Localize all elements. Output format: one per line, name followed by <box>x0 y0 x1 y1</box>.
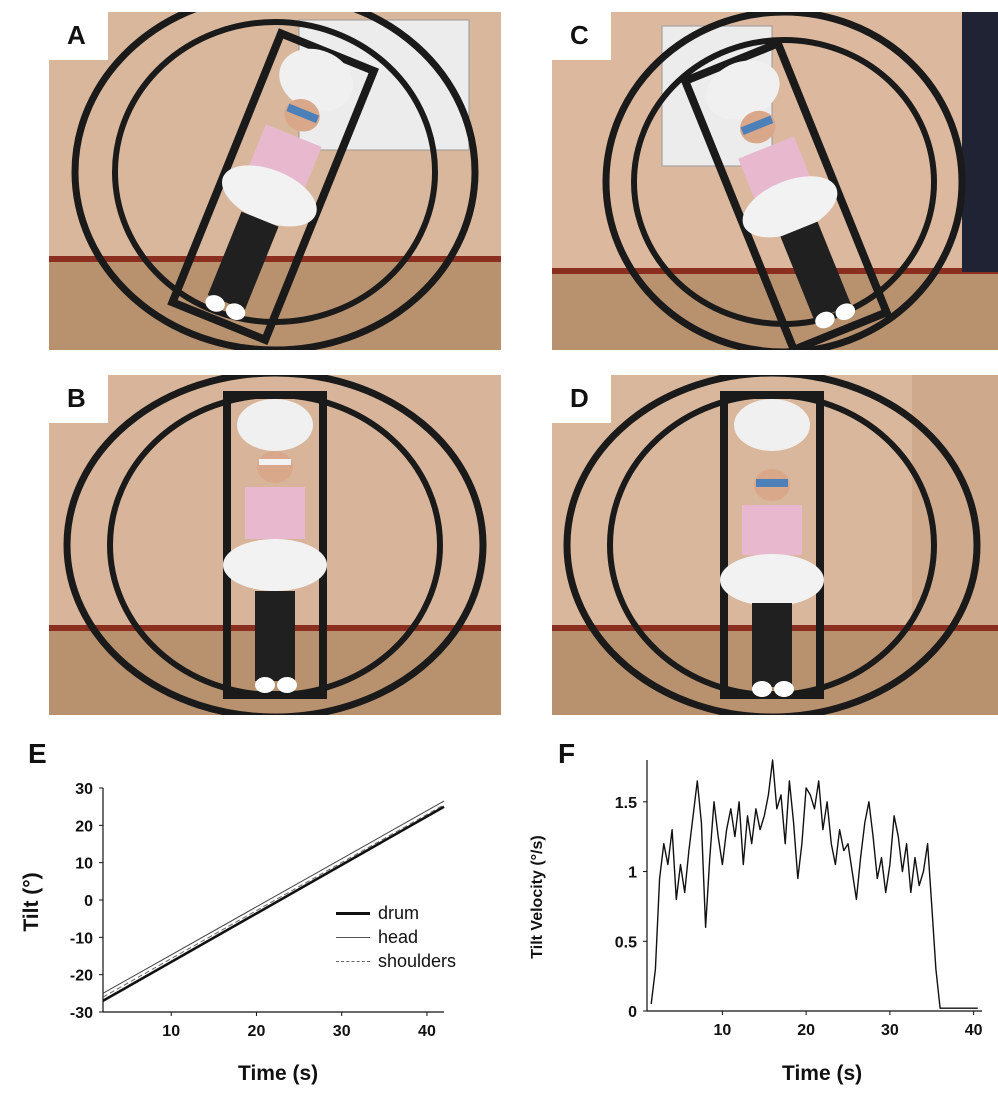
head-line <box>102 800 445 994</box>
outer-drum-ring <box>63 375 487 715</box>
upright-chair-frame <box>223 391 327 699</box>
legend-item-drum: drum <box>336 901 456 925</box>
y-tick-label: 20 <box>75 818 93 835</box>
head-band <box>259 459 291 465</box>
rotating-chair-photo-c <box>552 12 998 350</box>
legend-swatch-head <box>336 936 370 938</box>
operator <box>734 399 810 451</box>
chart-e-svg: -30 -20 -10 0 10 20 30 10 20 30 40 <box>70 781 445 1040</box>
panel-label-b: B <box>49 375 108 423</box>
pillow <box>222 165 317 227</box>
operator <box>279 48 354 112</box>
rotating-chair-photo-b <box>49 375 501 715</box>
y-tick-label: -10 <box>70 930 93 947</box>
legend-swatch-shoulders <box>336 960 370 962</box>
outer-drum-ring <box>71 12 479 350</box>
pillow <box>720 554 824 606</box>
blindfold <box>756 479 788 487</box>
chart-f-xlabel: Time (s) <box>782 1062 863 1085</box>
y-tick-label: 1 <box>628 865 637 882</box>
photo-panel-d: D <box>552 375 998 715</box>
chart-f-ylabel: Tilt Velocity (°/s) <box>529 835 546 959</box>
y-tick-label: 10 <box>75 856 93 873</box>
y-tick-label: 0 <box>84 893 93 910</box>
x-tick-label: 10 <box>162 1023 180 1040</box>
photo-panel-a: A <box>49 12 501 350</box>
x-tick-label: 40 <box>965 1022 983 1039</box>
x-tick-label: 30 <box>881 1022 899 1039</box>
legend-swatch-drum <box>336 911 370 915</box>
panel-label-d: D <box>552 375 611 423</box>
rotating-chair-photo-d <box>552 375 998 715</box>
chart-e-legend: drum head shoulders <box>336 901 456 973</box>
photo-panel-c: C <box>552 12 998 350</box>
panel-label-e: E <box>28 738 47 769</box>
x-tick-label: 30 <box>333 1023 351 1040</box>
panel-label-c: C <box>552 12 611 60</box>
legend-item-head: head <box>336 925 456 949</box>
x-tick-label: 20 <box>797 1022 815 1039</box>
legend-label-drum: drum <box>378 902 420 923</box>
chart-e-xlabel: Time (s) <box>238 1062 319 1085</box>
x-tick-label: 10 <box>713 1022 731 1039</box>
pillow <box>223 539 327 591</box>
panel-label-f: F <box>558 738 576 769</box>
y-tick-label: 0.5 <box>615 934 637 951</box>
skirting-board <box>49 256 501 262</box>
blindfold <box>286 103 320 124</box>
tilted-chair-frame <box>167 28 380 346</box>
rotating-chair-photo-a <box>49 12 501 350</box>
chart-e-ylabel: Tilt (°) <box>20 872 43 932</box>
chart-f: 0 0.5 1 1.5 10 20 30 40 Time (s) Tilt Velocity … <box>500 759 998 1094</box>
panel-label-a: A <box>49 12 108 60</box>
y-tick-label: 1.5 <box>615 795 637 812</box>
outer-drum-ring <box>602 12 966 350</box>
operator <box>237 399 313 451</box>
x-tick-label: 40 <box>418 1023 436 1040</box>
blindfold <box>740 115 774 135</box>
y-tick-label: 0 <box>628 1004 637 1021</box>
y-tick-label: 30 <box>75 781 93 798</box>
tilted-chair-frame <box>679 38 892 350</box>
legend-label-shoulders: shoulders <box>378 950 457 971</box>
chart-e: -30 -20 -10 0 10 20 30 10 20 30 40 drum head shoul… <box>0 760 500 1094</box>
y-tick-label: -20 <box>70 968 93 985</box>
photo-panel-b: B <box>49 375 501 715</box>
upright-chair-frame <box>720 391 824 699</box>
skirting-board <box>552 268 998 274</box>
drum-line <box>102 805 445 1002</box>
legend-item-shoulders: shoulders <box>336 949 456 973</box>
y-tick-label: -30 <box>70 1005 93 1022</box>
x-tick-label: 20 <box>248 1023 266 1040</box>
door <box>962 12 998 272</box>
outer-drum-ring <box>563 375 981 715</box>
patient-shirt <box>245 487 305 539</box>
operator <box>706 60 780 120</box>
pillow <box>742 176 838 238</box>
patient-shirt <box>742 505 802 555</box>
shoulders-line <box>102 804 445 998</box>
legend-label-head: head <box>378 926 419 947</box>
series-0-line <box>650 759 978 1009</box>
chart-f-svg: 0 0.5 1 1.5 10 20 30 40 <box>615 759 983 1039</box>
